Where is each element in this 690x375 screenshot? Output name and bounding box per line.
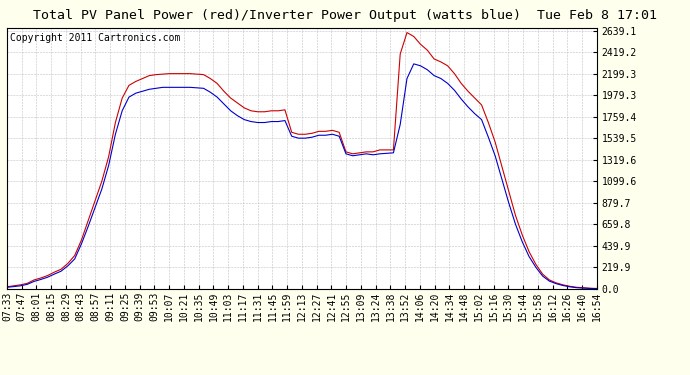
Text: Total PV Panel Power (red)/Inverter Power Output (watts blue)  Tue Feb 8 17:01: Total PV Panel Power (red)/Inverter Powe… (33, 9, 657, 22)
Text: Copyright 2011 Cartronics.com: Copyright 2011 Cartronics.com (10, 33, 180, 44)
